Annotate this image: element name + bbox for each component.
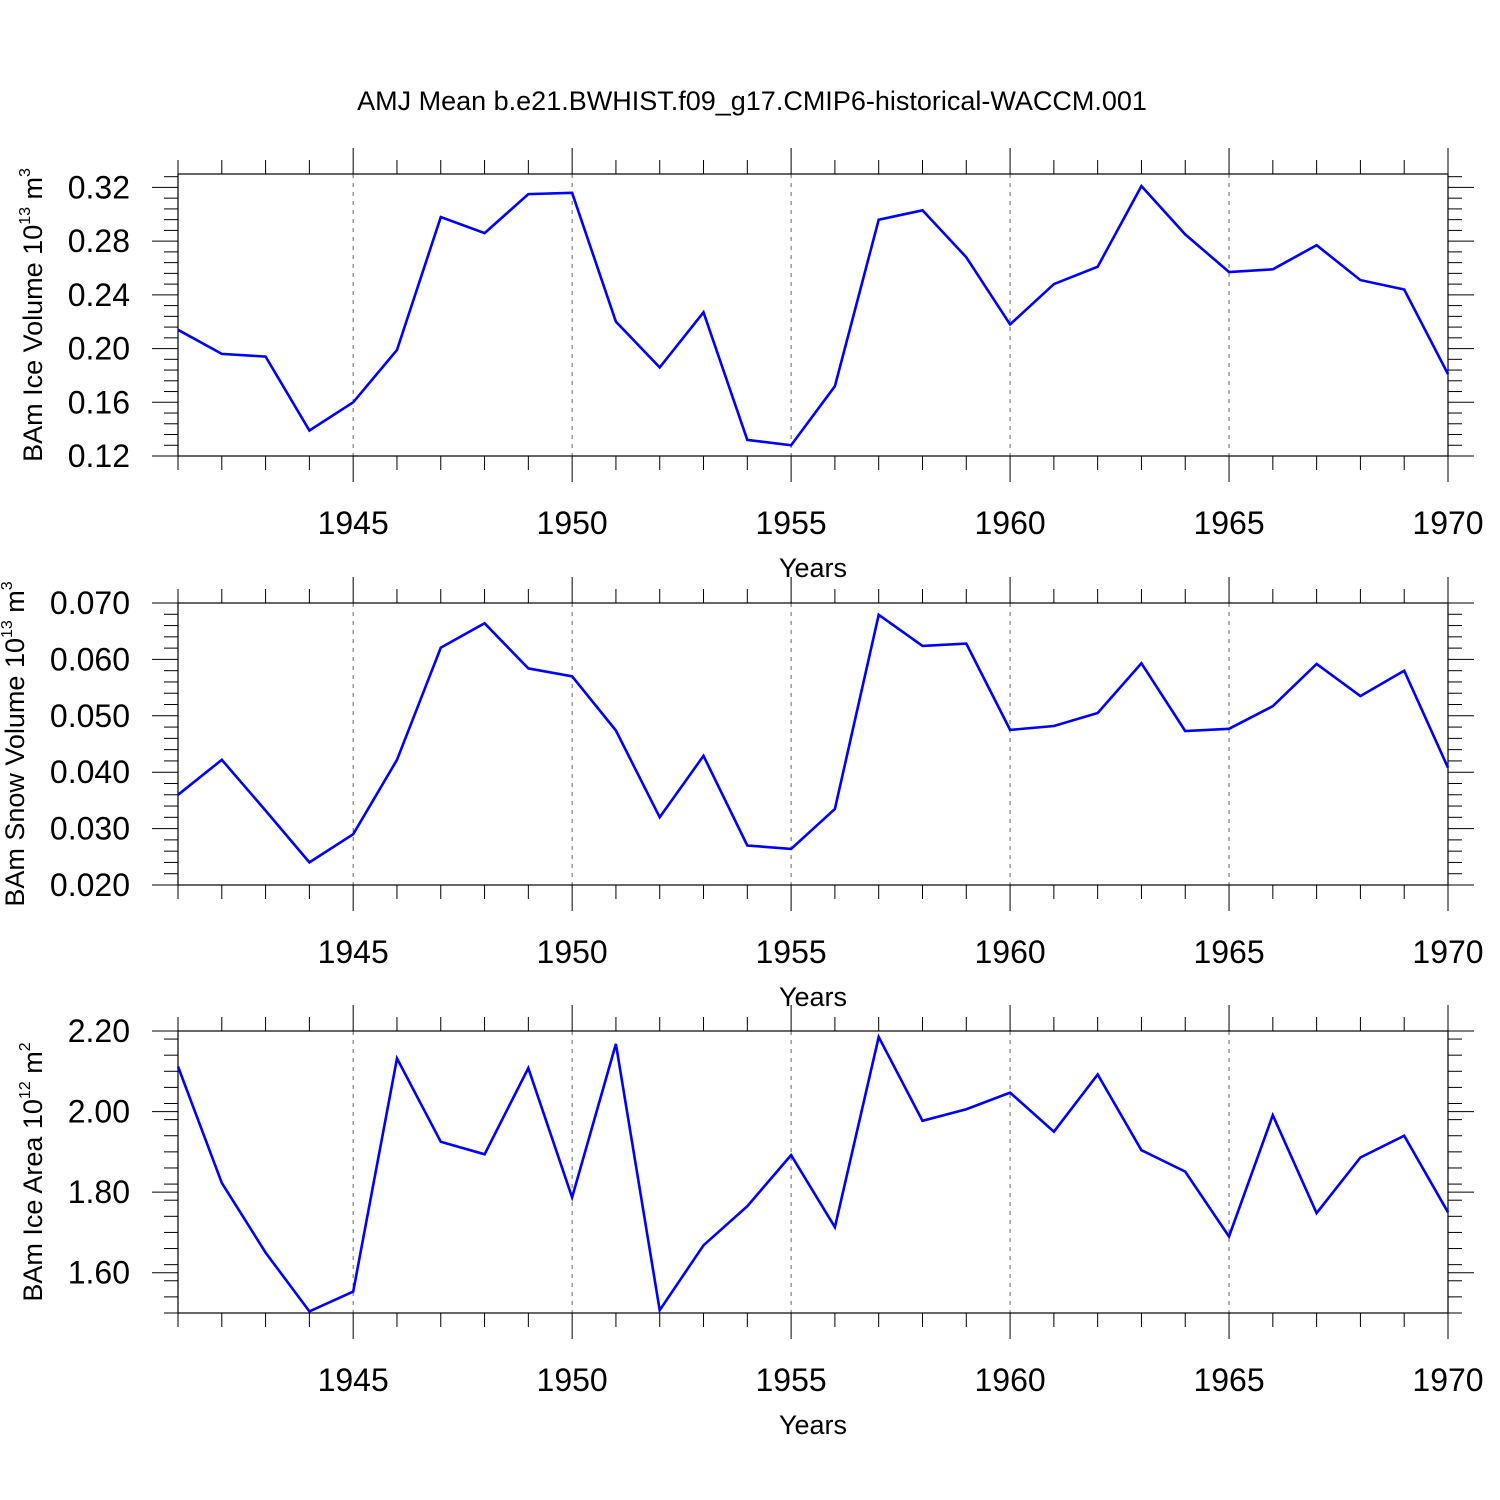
y-tick-label: 0.16 [68,384,130,420]
y-tick-label: 0.28 [68,223,130,259]
x-tick-label: 1960 [974,934,1045,970]
x-tick-label: 1950 [537,505,608,541]
y-tick-label: 0.050 [50,698,130,734]
plot-frame [177,602,1449,886]
y-tick-label: 1.80 [68,1174,130,1210]
x-tick-label: 1960 [974,1362,1045,1398]
y-tick-label: 0.020 [50,867,130,903]
series-line [177,612,1450,865]
y-tick-label: 0.12 [68,438,130,474]
y-tick-label: 2.20 [68,1013,130,1049]
chart-title: AMJ Mean b.e21.BWHIST.f09_g17.CMIP6-hist… [357,86,1147,116]
y-tick-label: 0.040 [50,754,130,790]
x-tick-label: 1955 [756,934,827,970]
x-tick-label: 1945 [318,934,389,970]
series-line [176,1033,1450,1314]
plot-frame [177,173,1449,457]
x-tick-label: 1955 [756,505,827,541]
x-axis-label: Years [779,982,847,1012]
x-tick-label: 1965 [1193,934,1264,970]
y-tick-label: 0.24 [68,277,130,313]
plot-frame [177,1030,1449,1314]
panel-1: 1945 1950 1955 1960 1965 1970 Years 0.12 0.16 0.2… [17,148,1484,583]
y-tick-label: 0.32 [68,169,130,205]
panel-3: 1945 1950 1955 1960 1965 1970 Years 1.60 1.80 2.0… [17,1005,1484,1440]
y-axis-label: BAm Ice Volume 1013 m3 [17,168,48,462]
panel-2: 1945 1950 1955 1960 1965 1970 Years 0.020 0.030 0… [0,577,1484,1012]
x-tick-label: 1970 [1412,505,1483,541]
x-axis-label: Years [779,553,847,583]
x-axis-label: Years [779,1410,847,1440]
x-tick-label: 1945 [318,505,389,541]
x-tick-label: 1955 [756,1362,827,1398]
y-tick-label: 0.030 [50,811,130,847]
y-tick-label: 1.60 [68,1255,130,1291]
x-tick-label: 1965 [1193,505,1264,541]
x-tick-label: 1960 [974,505,1045,541]
y-axis-label: BAm Snow Volume 1013 m3 [0,581,30,906]
series-line [177,183,1450,447]
x-tick-label: 1945 [318,1362,389,1398]
y-tick-label: 0.20 [68,331,130,367]
y-tick-label: 0.060 [50,641,130,677]
x-tick-label: 1950 [537,934,608,970]
x-tick-label: 1970 [1412,934,1483,970]
y-axis-label: BAm Ice Area 1012 m2 [17,1042,48,1301]
x-tick-label: 1950 [537,1362,608,1398]
x-tick-label: 1970 [1412,1362,1483,1398]
y-tick-label: 0.070 [50,585,130,621]
x-tick-label: 1965 [1193,1362,1264,1398]
y-tick-label: 2.00 [68,1094,130,1130]
